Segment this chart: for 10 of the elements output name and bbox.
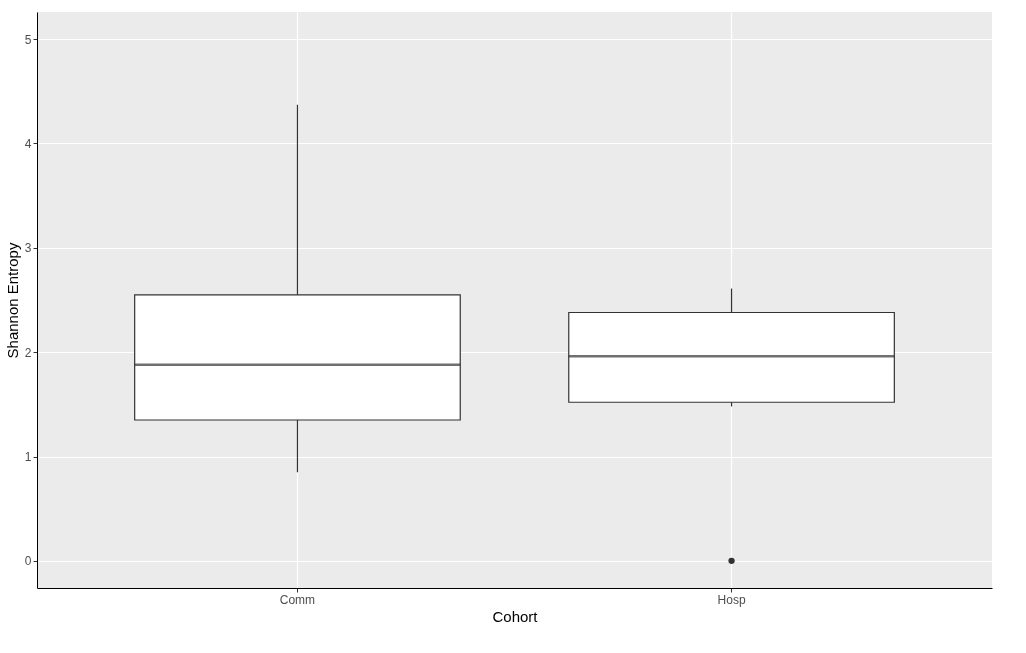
y-tick-label: 3 [24, 241, 32, 256]
x-tick-label: Hosp [717, 592, 746, 607]
x-axis-title: Cohort [492, 607, 539, 625]
y-tick-label: 5 [24, 32, 32, 47]
y-tick-label: 0 [24, 554, 32, 569]
x-tick-label: Comm [279, 592, 316, 607]
y-axis-title: Shannon Entropy [3, 242, 21, 359]
y-tick-label: 4 [24, 136, 32, 151]
y-tick-label: 1 [24, 450, 32, 465]
y-tick-label: 2 [24, 345, 32, 360]
